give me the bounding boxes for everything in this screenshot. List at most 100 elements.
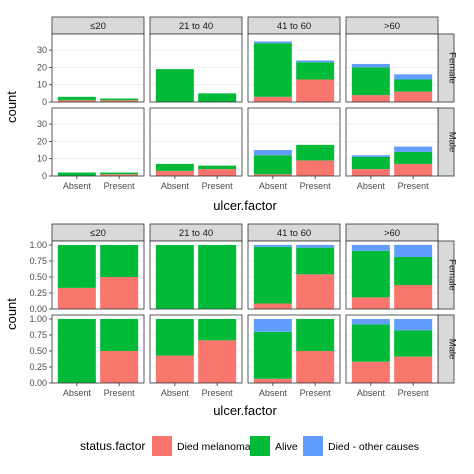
row-strip-label-male: Male	[447, 132, 458, 153]
bar-male-21-to-40-present-s0	[198, 169, 237, 176]
bar-female-gt60-absent-s1	[351, 67, 390, 96]
x-tick-label-present: Present	[104, 181, 136, 191]
bottom-y-axis-title: count	[4, 298, 19, 330]
legend-title: status.factor	[80, 439, 145, 453]
panel-border-male-41-to-60	[247, 107, 341, 177]
y-tick-label: 30	[37, 45, 47, 55]
bar-female-gt60-absent-s2	[351, 63, 390, 68]
panel-border-female-le20	[51, 240, 145, 310]
bar-male-41-to-60-absent-s2	[253, 319, 292, 332]
bar-male-gt60-present-s1	[394, 330, 433, 357]
bar-female-41-to-60-present-s0	[296, 274, 335, 309]
bar-female-le20-absent-s0	[57, 100, 96, 102]
x-tick-label-absent: Absent	[63, 181, 92, 191]
bar-male-41-to-60-absent-s0	[253, 174, 292, 176]
y-tick-label: 0.00	[29, 378, 47, 388]
bar-male-le20-present-s1	[100, 172, 139, 175]
legend-label-alive: Alive	[275, 441, 298, 453]
col-strip-label-le20: ≤20	[90, 21, 106, 32]
x-tick-label-absent: Absent	[357, 388, 386, 398]
bar-female-le20-present-s1	[100, 245, 139, 277]
bottom-x-axis-title: ulcer.factor	[213, 403, 277, 418]
bar-male-41-to-60-absent-s1	[253, 155, 292, 175]
legend-label-died-other: Died - other causes	[328, 441, 419, 453]
bottom-chart-proportions: ≤20 21 to 40 41 to 60 >60 Female 0.00 0.25 0.50…	[29, 223, 458, 398]
col-strip-label-le20: ≤20	[90, 228, 106, 239]
bar-female-41-to-60-absent-s0	[253, 96, 292, 102]
bar-female-le20-absent-s1	[57, 245, 96, 288]
panel-border-female-gt60	[345, 240, 439, 310]
legend-label-died-melanoma: Died melanoma	[177, 441, 251, 453]
bar-female-gt60-absent-s2	[351, 245, 390, 251]
bar-male-gt60-absent-s1	[351, 156, 390, 170]
bar-male-gt60-present-s0	[394, 163, 433, 176]
bar-male-21-to-40-absent-s0	[155, 355, 194, 383]
bar-female-41-to-60-present-s1	[296, 247, 335, 275]
panel-border-male-gt60	[345, 107, 439, 177]
x-tick-label-present: Present	[202, 181, 234, 191]
bar-male-41-to-60-absent-s2	[253, 150, 292, 156]
bar-female-41-to-60-absent-s2	[253, 244, 292, 247]
bar-female-le20-present-s1	[100, 98, 139, 101]
bar-female-41-to-60-present-s2	[296, 60, 335, 63]
x-tick-label-absent: Absent	[259, 181, 288, 191]
bar-male-gt60-present-s0	[394, 356, 433, 383]
bar-female-gt60-present-s2	[394, 74, 433, 80]
bar-female-41-to-60-absent-s2	[253, 41, 292, 44]
top-chart-stacked-counts: ≤20 21 to 40 41 to 60 >60 Female 0 10 20 30 Male 0…	[37, 16, 458, 191]
x-tick-label-absent: Absent	[161, 181, 190, 191]
legend-key-alive	[250, 436, 270, 456]
bar-male-21-to-40-absent-s1	[155, 163, 194, 171]
bar-female-gt60-present-s0	[394, 285, 433, 309]
bar-male-gt60-present-s1	[394, 151, 433, 164]
bar-male-41-to-60-present-s1	[296, 144, 335, 161]
bar-female-gt60-present-s2	[394, 244, 433, 257]
bar-male-gt60-absent-s0	[351, 169, 390, 176]
bar-male-41-to-60-absent-s1	[253, 331, 292, 379]
y-tick-label: 30	[37, 119, 47, 129]
x-tick-label-absent: Absent	[259, 388, 288, 398]
bar-male-41-to-60-present-s0	[296, 351, 335, 383]
panel-border-male-le20	[51, 107, 145, 177]
panel-border-male-gt60	[345, 314, 439, 384]
bar-male-gt60-present-s2	[394, 146, 433, 152]
y-tick-label: 0	[42, 171, 47, 181]
bar-male-41-to-60-absent-s0	[253, 378, 292, 383]
row-strip-label-female: Female	[447, 259, 458, 291]
y-tick-label: 1.00	[29, 314, 47, 324]
bar-female-le20-absent-s0	[57, 287, 96, 309]
bar-male-41-to-60-present-s1	[296, 319, 335, 351]
bar-female-41-to-60-absent-s1	[253, 43, 292, 97]
panel-border-female-21-to-40	[149, 33, 243, 103]
bar-male-21-to-40-present-s1	[198, 319, 237, 341]
bar-male-le20-absent-s1	[57, 172, 96, 176]
bar-male-21-to-40-absent-s1	[155, 319, 194, 356]
y-tick-label: 0.75	[29, 256, 47, 266]
bar-female-gt60-present-s1	[394, 256, 433, 285]
bar-female-21-to-40-present-s1	[198, 93, 237, 102]
bar-male-gt60-absent-s2	[351, 155, 390, 157]
y-tick-label: 20	[37, 136, 47, 146]
panel-border-female-le20	[51, 33, 145, 103]
legend: status.factor Died melanoma Alive Died -…	[80, 436, 419, 456]
panel-border-female-41-to-60	[247, 240, 341, 310]
bar-female-gt60-absent-s0	[351, 297, 390, 309]
panel-border-male-21-to-40	[149, 107, 243, 177]
top-y-axis-title: count	[4, 91, 19, 123]
bar-male-gt60-absent-s1	[351, 324, 390, 362]
x-tick-label-absent: Absent	[161, 388, 190, 398]
bar-male-le20-present-s0	[100, 174, 139, 176]
y-tick-label: 0.25	[29, 288, 47, 298]
y-tick-label: 10	[37, 80, 47, 90]
x-tick-label-present: Present	[398, 388, 430, 398]
bar-male-le20-absent-s1	[57, 319, 96, 383]
bar-female-gt60-absent-s0	[351, 95, 390, 102]
y-tick-label: 0.00	[29, 304, 47, 314]
y-tick-label: 0.50	[29, 346, 47, 356]
top-x-axis-title: ulcer.factor	[213, 198, 277, 213]
col-strip-label-gt60: >60	[384, 228, 400, 239]
bar-female-21-to-40-absent-s1	[155, 69, 194, 102]
y-tick-label: 20	[37, 62, 47, 72]
panel-border-female-gt60	[345, 33, 439, 103]
bar-male-gt60-absent-s2	[351, 319, 390, 325]
